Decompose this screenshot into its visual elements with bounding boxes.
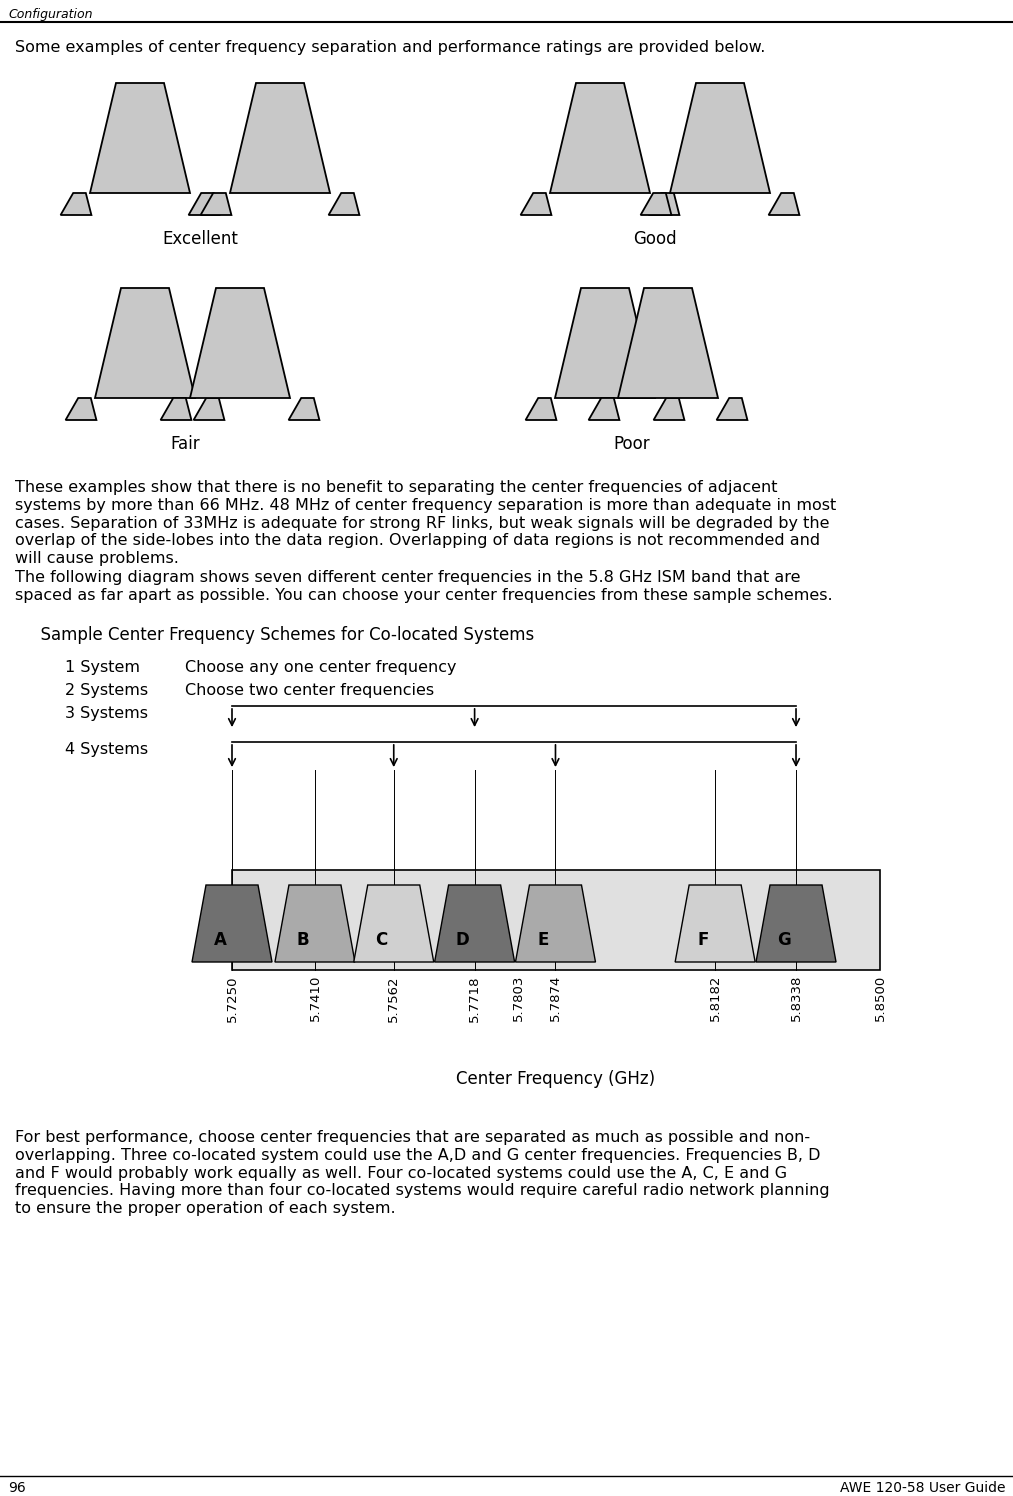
Polygon shape <box>675 886 755 962</box>
Text: Fair: Fair <box>170 435 200 453</box>
Text: AWE 120-58 User Guide: AWE 120-58 User Guide <box>840 1481 1005 1495</box>
Text: Center Frequency (GHz): Center Frequency (GHz) <box>457 1070 655 1088</box>
Polygon shape <box>193 398 225 420</box>
Text: F: F <box>698 932 709 950</box>
Text: Sample Center Frequency Schemes for Co-located Systems: Sample Center Frequency Schemes for Co-l… <box>30 625 534 643</box>
Text: D: D <box>456 932 469 950</box>
Text: frequencies. Having more than four co-located systems would require careful radi: frequencies. Having more than four co-lo… <box>15 1183 830 1198</box>
Text: 5.7803: 5.7803 <box>513 975 525 1022</box>
Text: 3 Systems: 3 Systems <box>65 706 148 721</box>
Polygon shape <box>90 82 190 193</box>
Polygon shape <box>618 289 718 398</box>
Text: cases. Separation of 33MHz is adequate for strong RF links, but weak signals wil: cases. Separation of 33MHz is adequate f… <box>15 516 830 531</box>
Text: Choose any one center frequency: Choose any one center frequency <box>185 660 457 675</box>
Text: 5.7410: 5.7410 <box>308 975 321 1022</box>
Text: 4 Systems: 4 Systems <box>65 742 148 757</box>
Text: E: E <box>538 932 549 950</box>
Text: spaced as far apart as possible. You can choose your center frequencies from the: spaced as far apart as possible. You can… <box>15 588 833 603</box>
Polygon shape <box>190 289 290 398</box>
Polygon shape <box>589 398 619 420</box>
Polygon shape <box>201 193 231 215</box>
Polygon shape <box>640 193 672 215</box>
Text: and F would probably work equally as well. Four co-located systems could use the: and F would probably work equally as wel… <box>15 1165 787 1180</box>
Polygon shape <box>61 193 91 215</box>
Polygon shape <box>555 289 655 398</box>
Text: overlapping. Three co-located system could use the A,D and G center frequencies.: overlapping. Three co-located system cou… <box>15 1147 821 1162</box>
Text: 5.7718: 5.7718 <box>468 975 481 1022</box>
Text: Some examples of center frequency separation and performance ratings are provide: Some examples of center frequency separa… <box>15 40 766 55</box>
Polygon shape <box>769 193 799 215</box>
Text: The following diagram shows seven different center frequencies in the 5.8 GHz IS: The following diagram shows seven differ… <box>15 570 800 585</box>
Polygon shape <box>289 398 319 420</box>
Text: 5.7250: 5.7250 <box>226 975 238 1022</box>
Polygon shape <box>550 82 650 193</box>
Polygon shape <box>95 289 194 398</box>
Polygon shape <box>161 398 191 420</box>
Text: systems by more than 66 MHz. 48 MHz of center frequency separation is more than : systems by more than 66 MHz. 48 MHz of c… <box>15 498 837 513</box>
Text: 5.8500: 5.8500 <box>873 975 886 1022</box>
Polygon shape <box>275 886 355 962</box>
Polygon shape <box>670 82 770 193</box>
Text: 5.7562: 5.7562 <box>387 975 400 1022</box>
Bar <box>232 871 880 969</box>
Text: For best performance, choose center frequencies that are separated as much as po: For best performance, choose center freq… <box>15 1129 810 1144</box>
Text: 2 Systems: 2 Systems <box>65 684 148 699</box>
Text: These examples show that there is no benefit to separating the center frequencie: These examples show that there is no ben… <box>15 480 778 495</box>
Polygon shape <box>516 886 596 962</box>
Polygon shape <box>354 886 434 962</box>
Text: A: A <box>214 932 227 950</box>
Polygon shape <box>526 398 556 420</box>
Text: 96: 96 <box>8 1481 25 1495</box>
Polygon shape <box>188 193 220 215</box>
Text: B: B <box>297 932 309 950</box>
Polygon shape <box>716 398 748 420</box>
Text: Poor: Poor <box>614 435 650 453</box>
Text: 1 System: 1 System <box>65 660 140 675</box>
Polygon shape <box>653 398 685 420</box>
Polygon shape <box>648 193 680 215</box>
Text: G: G <box>777 932 791 950</box>
Polygon shape <box>435 886 515 962</box>
Text: 5.8182: 5.8182 <box>709 975 721 1022</box>
Polygon shape <box>230 82 330 193</box>
Text: Choose two center frequencies: Choose two center frequencies <box>185 684 435 699</box>
Text: will cause problems.: will cause problems. <box>15 552 179 567</box>
Text: to ensure the proper operation of each system.: to ensure the proper operation of each s… <box>15 1201 396 1216</box>
Polygon shape <box>66 398 96 420</box>
Text: Excellent: Excellent <box>162 230 238 248</box>
Text: Configuration: Configuration <box>8 7 92 21</box>
Text: 5.8338: 5.8338 <box>789 975 802 1022</box>
Polygon shape <box>756 886 836 962</box>
Text: 5.7874: 5.7874 <box>549 975 562 1022</box>
Text: C: C <box>376 932 388 950</box>
Polygon shape <box>192 886 272 962</box>
Text: Good: Good <box>633 230 677 248</box>
Polygon shape <box>521 193 551 215</box>
Text: overlap of the side-lobes into the data region. Overlapping of data regions is n: overlap of the side-lobes into the data … <box>15 534 821 549</box>
Polygon shape <box>328 193 360 215</box>
